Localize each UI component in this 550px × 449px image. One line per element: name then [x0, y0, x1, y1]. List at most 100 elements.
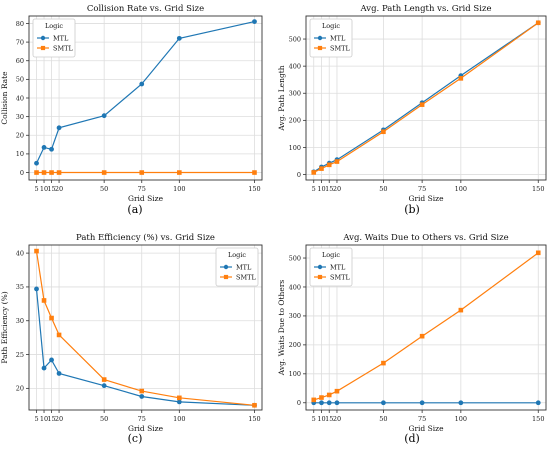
- data-point-mtl: [34, 160, 39, 166]
- y-tick-label: 0: [20, 169, 24, 177]
- y-axis-label: Avg. Path Length: [277, 65, 286, 131]
- x-tick-label: 10: [317, 185, 325, 193]
- x-tick-label: 150: [248, 415, 260, 423]
- data-point-mtl: [101, 383, 107, 389]
- chart-title: Avg. Waits Due to Others vs. Grid Size: [342, 233, 508, 243]
- legend-marker-smtl: [317, 274, 323, 280]
- data-point-smtl: [34, 170, 39, 175]
- data-point-smtl: [101, 170, 107, 175]
- legend: Logic MTL SMTL: [32, 18, 76, 58]
- series-line-mtl: [35, 288, 255, 406]
- x-tick-label: 15: [325, 185, 333, 193]
- data-point-mtl: [326, 400, 332, 406]
- x-tick-label: 20: [55, 185, 63, 193]
- x-tick-label: 150: [532, 185, 544, 193]
- y-tick-label: 10: [16, 150, 24, 158]
- plot-frame: [305, 244, 547, 411]
- y-tick-label: 100: [289, 370, 301, 378]
- data-point-smtl: [34, 248, 39, 254]
- legend-title: Logic: [322, 22, 340, 30]
- legend-marker-mtl: [317, 35, 323, 41]
- data-point-smtl: [101, 377, 107, 382]
- legend-label-smtl: SMTL: [330, 273, 350, 281]
- legend-label-smtl: SMTL: [236, 273, 256, 281]
- y-tick-label: 500: [289, 254, 301, 262]
- data-point-smtl: [319, 166, 324, 171]
- y-tick-label: 50: [16, 76, 24, 84]
- data-point-smtl: [49, 315, 54, 321]
- y-tick-label: 25: [16, 351, 24, 359]
- legend-label-smtl: SMTL: [53, 44, 73, 52]
- data-point-smtl: [177, 395, 182, 401]
- y-tick-label: 100: [289, 144, 301, 152]
- data-point-mtl: [41, 144, 47, 150]
- data-point-mtl: [334, 400, 340, 406]
- legend-marker-mtl: [317, 264, 323, 270]
- chart-title: Collision Rate vs. Grid Size: [87, 4, 204, 14]
- x-tick-label: 100: [173, 415, 185, 423]
- x-tick-label: 150: [248, 185, 260, 193]
- y-tick-label: 30: [16, 317, 24, 325]
- y-tick-label: 200: [289, 117, 301, 125]
- legend-title: Logic: [228, 251, 246, 259]
- data-point-smtl: [535, 250, 541, 256]
- y-tick-label: 300: [289, 90, 301, 98]
- data-point-mtl: [419, 400, 425, 406]
- y-tick-label: 20: [16, 132, 24, 140]
- x-tick-label: 100: [455, 185, 467, 193]
- legend-marker-mtl: [40, 35, 46, 41]
- x-tick-label: 50: [379, 185, 387, 193]
- y-tick-label: 40: [16, 94, 24, 102]
- x-tick-label: 10: [40, 415, 48, 423]
- y-tick-label: 40: [16, 249, 24, 257]
- data-point-mtl: [458, 400, 464, 406]
- legend-label-mtl: MTL: [330, 263, 346, 271]
- x-tick-label: 50: [100, 185, 108, 193]
- y-tick-label: 0: [297, 171, 301, 179]
- legend: Logic MTL SMTL: [309, 247, 353, 287]
- data-point-smtl: [458, 307, 464, 313]
- x-tick-label: 5: [312, 185, 316, 193]
- legend-marker-mtl: [223, 264, 229, 270]
- x-tick-label: 15: [47, 185, 55, 193]
- data-point-mtl: [139, 394, 145, 399]
- caption-b: (b): [404, 203, 420, 216]
- x-tick-label: 100: [173, 185, 185, 193]
- data-point-mtl: [49, 146, 54, 152]
- plot-frame: [28, 15, 263, 181]
- legend-label-smtl: SMTL: [330, 44, 350, 52]
- data-point-smtl: [311, 397, 317, 403]
- data-point-mtl: [34, 286, 39, 292]
- x-tick-label: 50: [379, 415, 387, 423]
- x-axis-label: Grid Size: [408, 194, 444, 203]
- x-tick-label: 10: [40, 185, 48, 193]
- y-axis-label: Collision Rate: [0, 71, 9, 125]
- y-axis-label: Path Efficiency (%): [0, 291, 9, 363]
- data-point-smtl: [419, 333, 425, 339]
- x-tick-label: 100: [455, 415, 467, 423]
- chart-panel-a: 5 10 15 20 50 75 100 15001020304050607080Collis…: [0, 4, 263, 203]
- legend-marker-smtl: [317, 45, 323, 51]
- data-point-mtl: [139, 81, 145, 87]
- data-point-smtl: [41, 298, 47, 303]
- data-point-mtl: [381, 400, 386, 406]
- x-tick-label: 150: [532, 415, 544, 423]
- x-tick-label: 20: [333, 185, 341, 193]
- legend-title: Logic: [45, 22, 63, 30]
- data-point-mtl: [535, 400, 541, 406]
- data-point-smtl: [319, 395, 324, 400]
- y-tick-label: 300: [289, 312, 301, 320]
- caption-d: (d): [404, 432, 420, 445]
- x-tick-label: 5: [34, 415, 38, 423]
- x-tick-label: 75: [418, 415, 426, 423]
- data-point-mtl: [319, 400, 324, 406]
- y-tick-label: 30: [16, 113, 24, 121]
- y-tick-label: 0: [297, 399, 301, 407]
- data-point-smtl: [334, 159, 340, 164]
- legend-label-mtl: MTL: [330, 34, 346, 42]
- x-tick-label: 20: [333, 415, 341, 423]
- legend-title: Logic: [322, 251, 340, 259]
- data-point-smtl: [56, 170, 62, 175]
- data-point-smtl: [419, 102, 425, 107]
